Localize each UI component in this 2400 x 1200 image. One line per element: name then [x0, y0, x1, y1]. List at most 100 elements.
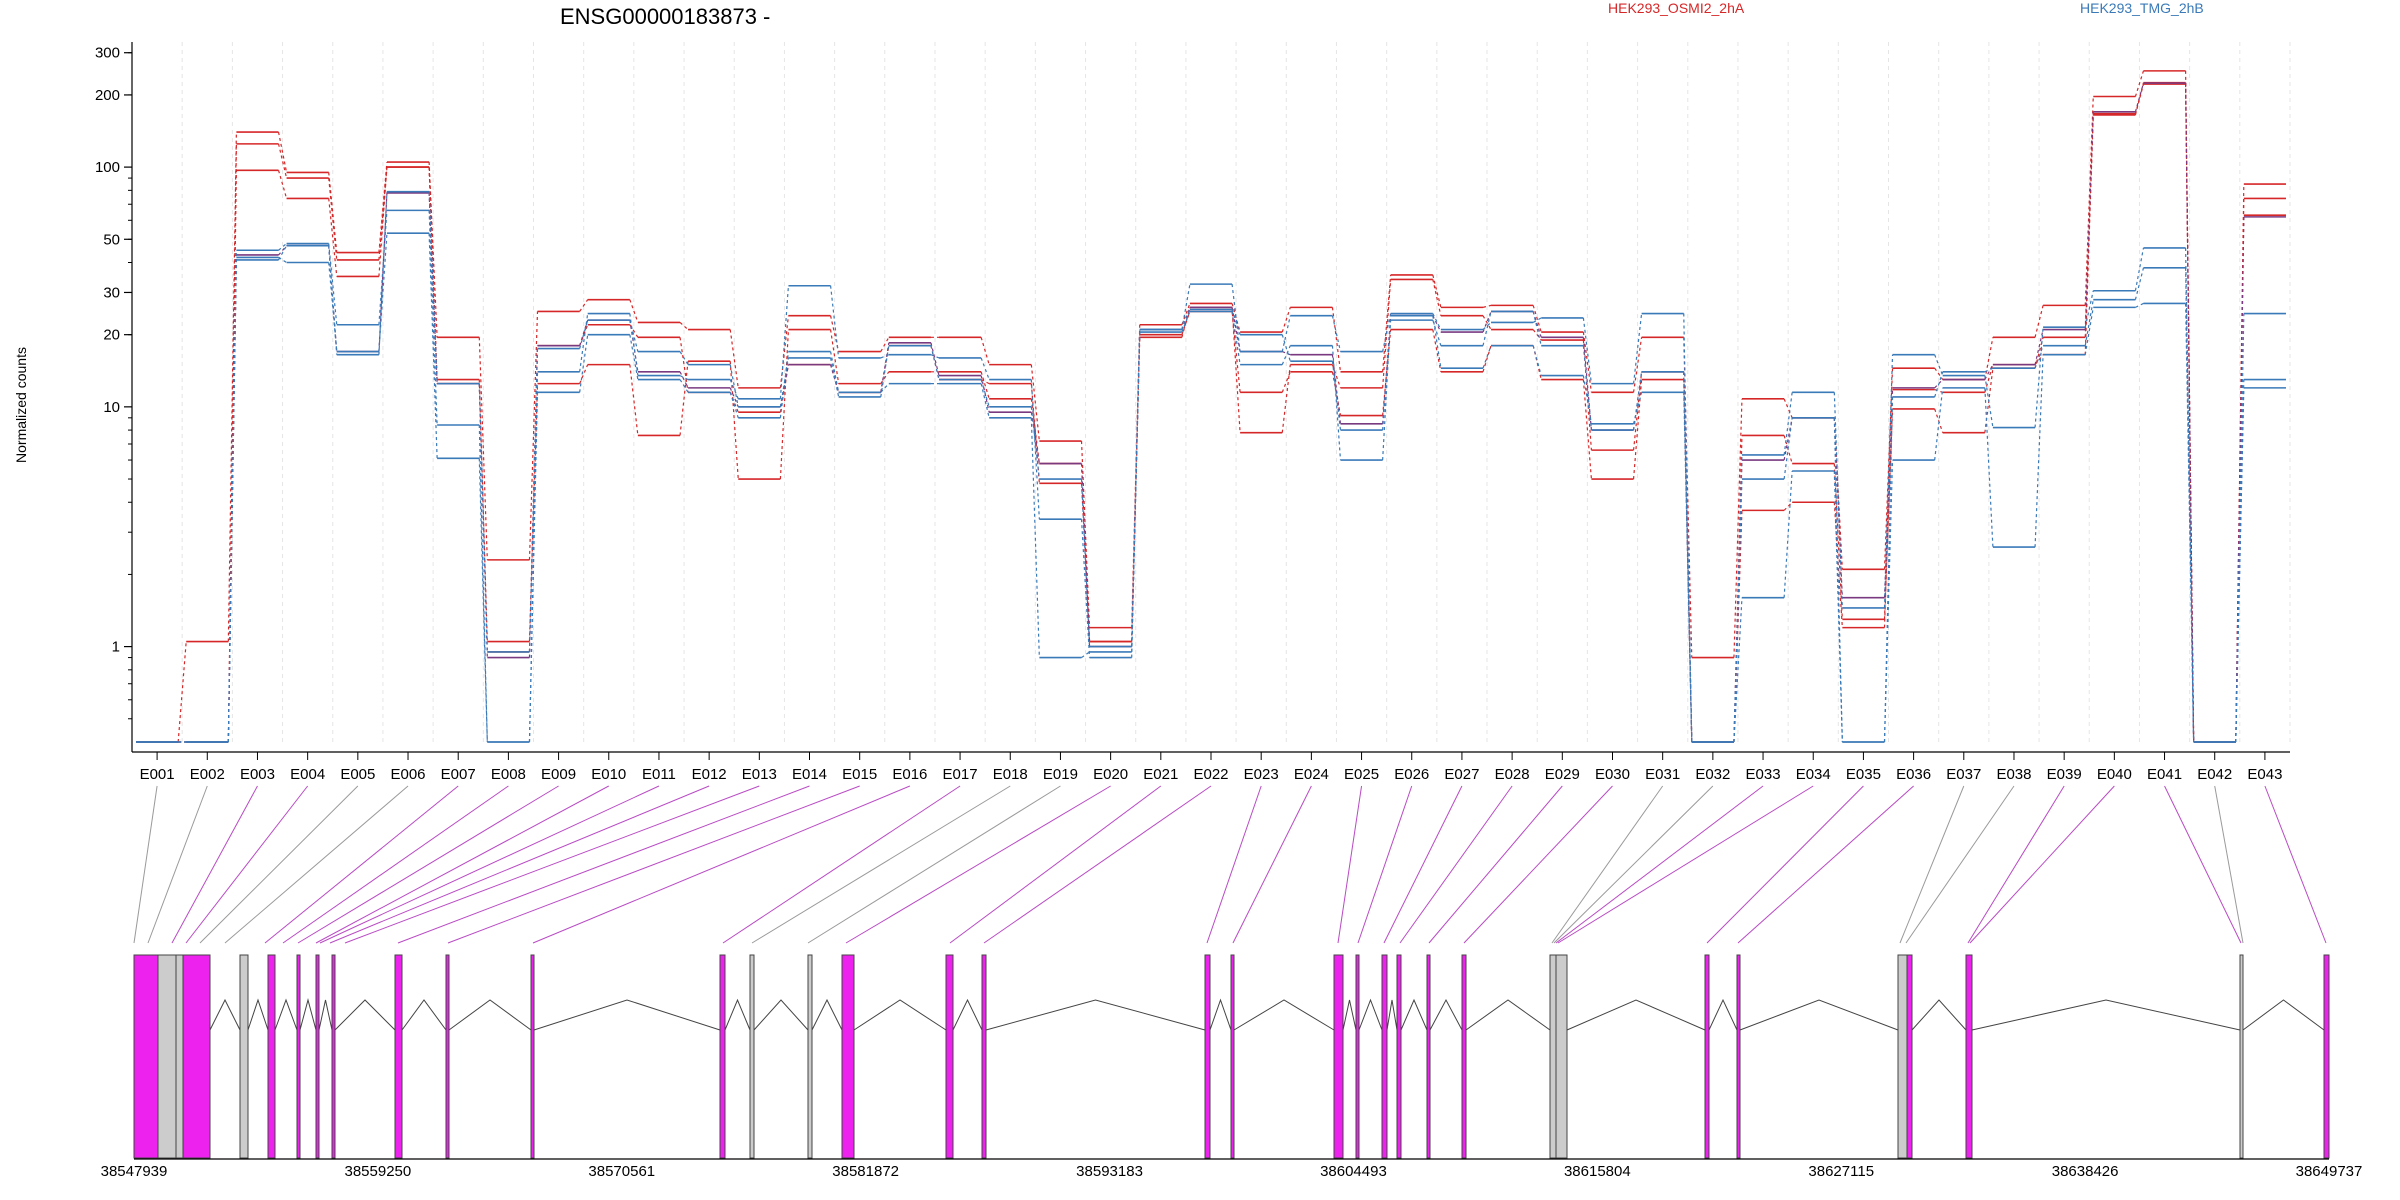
x-tick-label: E043 [2247, 766, 2282, 783]
data-connector [1432, 279, 1442, 316]
exon-block [1965, 954, 1973, 1159]
x-tick-label: E023 [1244, 766, 1279, 783]
data-connector [579, 319, 589, 346]
exon-block [1381, 954, 1388, 1159]
exon-connector [1551, 785, 1664, 944]
data-connector [1231, 303, 1241, 333]
exon-block [945, 954, 954, 1159]
exon-block [315, 954, 320, 1159]
series-layer [136, 70, 2286, 743]
data-connector [328, 198, 338, 277]
intron-line [448, 999, 532, 1031]
data-connector [1382, 329, 1392, 416]
intron-line [1566, 999, 1706, 1031]
x-tick-label: E018 [993, 766, 1028, 783]
exon-connector [315, 785, 610, 944]
x-tick-label: E010 [591, 766, 626, 783]
data-connector [528, 383, 539, 642]
data-connector [1783, 398, 1793, 419]
data-connector [1582, 345, 1593, 431]
data-connector [1532, 317, 1542, 323]
intron-line [1911, 999, 1967, 1031]
exon-connector [807, 785, 1061, 944]
exon-connector [983, 785, 1212, 944]
exon-connector [224, 785, 409, 944]
data-connector [729, 361, 739, 480]
data-connector [528, 392, 539, 743]
data-connector [2134, 247, 2145, 291]
data-connector [1080, 478, 1091, 647]
genomic-tick-label: 38581872 [832, 1163, 899, 1180]
data-connector [1080, 519, 1091, 658]
data-connector [1131, 332, 1141, 652]
intron-line [1400, 998, 1428, 1031]
data-connector [930, 354, 940, 359]
x-tick-label: E008 [491, 766, 526, 783]
data-connector [1281, 315, 1291, 352]
exon-connector [282, 785, 509, 944]
exon-block [719, 954, 726, 1159]
genomic-tick-label: 38559250 [345, 1163, 412, 1180]
y-tick-label: 30 [103, 284, 120, 301]
exon-connector [949, 785, 1162, 944]
genomic-coordinate-axis: 38547939 38559250 38570561 38581872 38593183… [101, 1158, 2362, 1180]
intron-line [1358, 998, 1383, 1031]
x-tick-label: E015 [842, 766, 877, 783]
data-connector [880, 342, 890, 393]
intron-line [318, 999, 333, 1031]
exon-block [1204, 954, 1211, 1159]
data-connector [1382, 274, 1392, 372]
exon-block [2323, 954, 2330, 1159]
data-connector [227, 259, 237, 743]
x-tick-label: E025 [1344, 766, 1379, 783]
exon-connector [1383, 785, 1463, 944]
data-connector [2084, 96, 2094, 306]
intron-line [1233, 999, 1335, 1031]
intron-line [952, 998, 983, 1031]
data-connector [1984, 387, 1994, 548]
data-connector [2185, 83, 2195, 743]
data-connector [1331, 315, 1342, 352]
data-connector [830, 357, 840, 398]
data-connector [2134, 82, 2145, 113]
data-connector [1432, 329, 1442, 372]
x-tick-label: E013 [742, 766, 777, 783]
data-connector [2134, 70, 2145, 97]
y-tick-label: 200 [95, 87, 120, 104]
x-tick-label: E026 [1394, 766, 1429, 783]
data-connector [278, 245, 288, 256]
x-tick-label: E040 [2097, 766, 2132, 783]
exon-connector [532, 785, 911, 944]
x-tick-label: E024 [1294, 766, 1329, 783]
x-tick-label: E028 [1495, 766, 1530, 783]
intron-line [1429, 998, 1463, 1031]
exon-connector [147, 785, 208, 944]
data-connector [2235, 379, 2245, 743]
y-tick-label: 10 [103, 399, 120, 416]
data-connector [1532, 305, 1542, 333]
intron-line [533, 999, 721, 1031]
data-connector [880, 345, 890, 398]
data-connector [629, 313, 639, 376]
exon-block [981, 954, 987, 1159]
data-connector [1030, 406, 1040, 480]
x-tick-label: E005 [340, 766, 375, 783]
legend-entry-tmg: HEK293_TMG_2hB [2080, 0, 2204, 16]
exon-block [1897, 954, 1908, 1159]
data-connector [1181, 307, 1191, 330]
exon-connector [1967, 785, 2065, 944]
data-connector [1030, 379, 1040, 520]
data-connector [378, 210, 388, 325]
exon-block [1736, 954, 1741, 1159]
data-connector [1934, 379, 1944, 389]
exon-block [749, 954, 755, 1159]
data-connector [1984, 364, 1994, 380]
data-connector [1432, 319, 1442, 346]
series-0 [136, 70, 2286, 743]
genomic-tick-label: 38547939 [101, 1163, 168, 1180]
exon-block [296, 954, 301, 1159]
data-connector [1934, 354, 1944, 376]
data-connector [579, 324, 589, 346]
data-connector [1131, 329, 1141, 647]
exon-block [157, 954, 177, 1159]
